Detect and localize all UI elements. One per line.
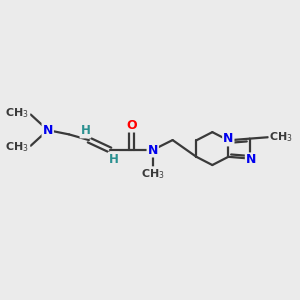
Text: CH$_3$: CH$_3$ [5,106,29,120]
Text: H: H [80,124,90,137]
Text: N: N [43,124,53,136]
Text: H: H [109,153,118,166]
Text: N: N [223,132,233,146]
Text: N: N [246,153,256,167]
Text: CH$_3$: CH$_3$ [141,167,165,181]
Text: CH$_3$: CH$_3$ [269,130,293,144]
Text: N: N [148,143,158,157]
Text: CH$_3$: CH$_3$ [5,140,29,154]
Text: O: O [126,118,137,131]
